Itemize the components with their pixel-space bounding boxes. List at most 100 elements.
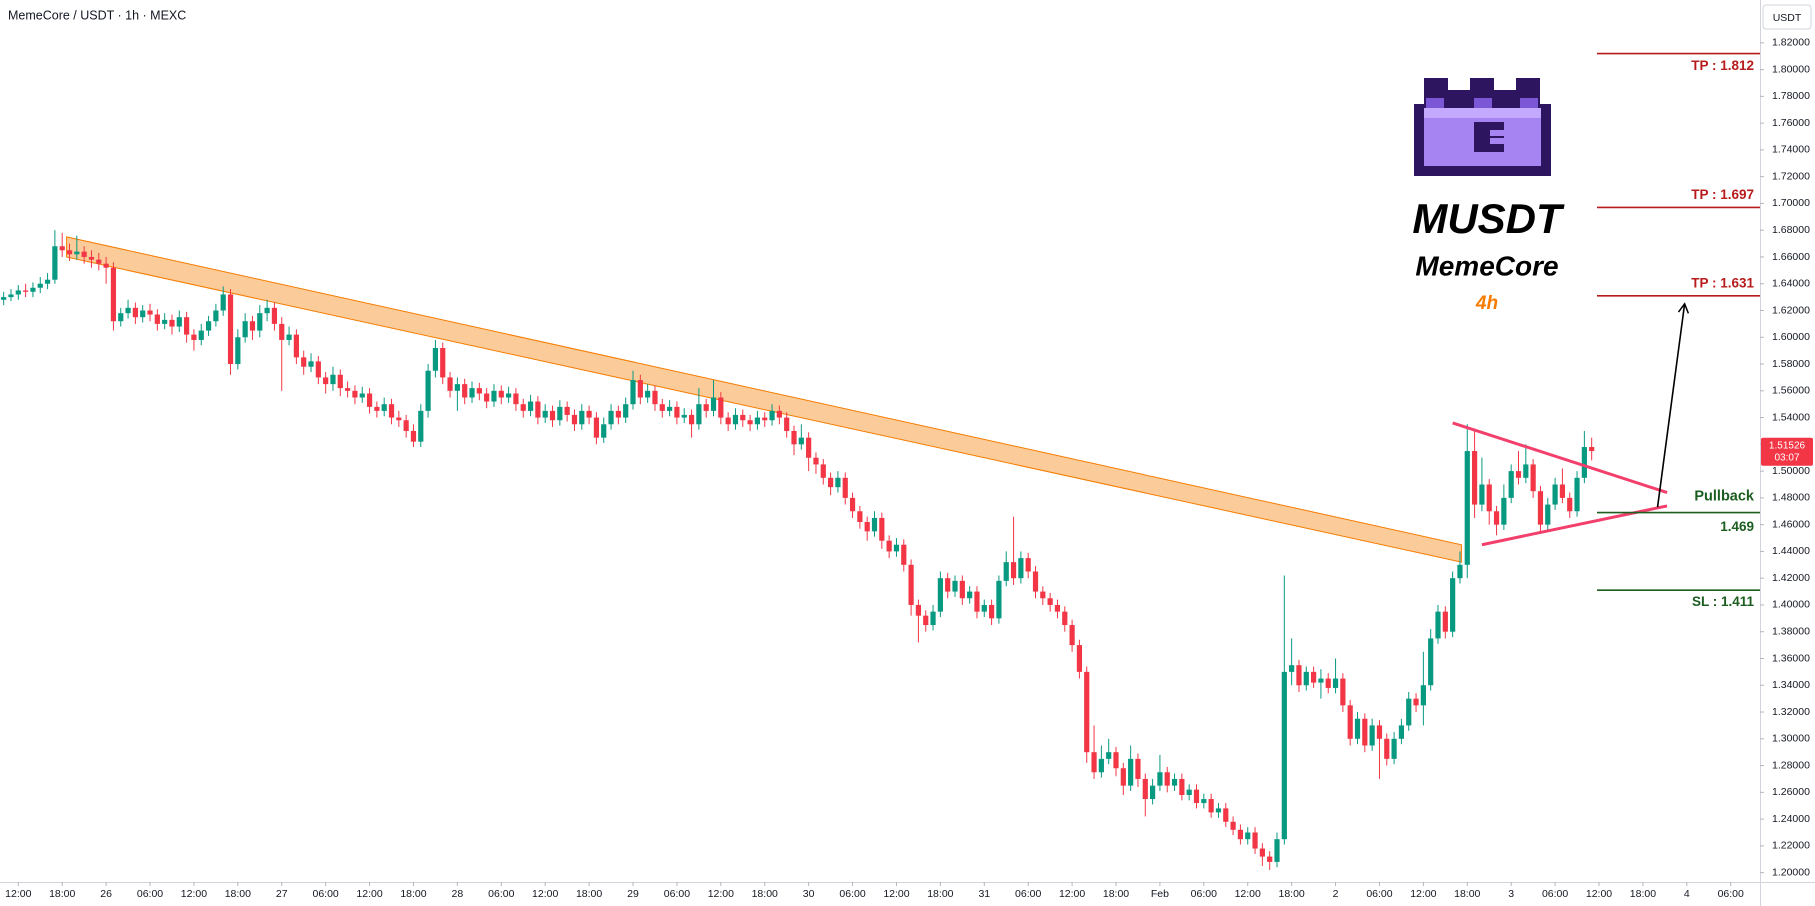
candle-body (1413, 698, 1419, 706)
candle-body (879, 517, 885, 541)
y-tick-label: 1.64000 (1772, 278, 1810, 290)
candle-body (1230, 821, 1236, 830)
candle-body (930, 611, 936, 626)
candle-body (1098, 758, 1104, 773)
candle-body (1464, 451, 1470, 565)
candle-body (1310, 671, 1317, 683)
y-tick-label: 1.66000 (1772, 251, 1810, 263)
candle-body (1508, 471, 1514, 498)
candle-body (257, 313, 263, 331)
x-tick-label: 18:00 (752, 888, 778, 900)
y-tick-label: 1.80000 (1772, 63, 1810, 75)
y-tick-label: 1.22000 (1772, 840, 1810, 852)
level-label: 1.469 (1720, 519, 1754, 534)
candle-body (564, 406, 570, 415)
candle-body (308, 361, 314, 367)
x-tick-label: 12:00 (532, 888, 558, 900)
y-tick-label: 1.78000 (1772, 90, 1810, 102)
candle-body (1010, 562, 1017, 579)
candle-body (454, 384, 460, 391)
candle-body (798, 437, 804, 445)
candle-body (718, 397, 724, 418)
pattern-line (1452, 421, 1668, 494)
candle-body (1332, 678, 1339, 688)
candle-body (1047, 598, 1053, 605)
candle-body (381, 404, 387, 411)
candle-body (264, 307, 270, 314)
candle-body (227, 294, 234, 365)
candle-body (1032, 571, 1039, 592)
candle-body (66, 250, 73, 255)
candle-body (30, 287, 36, 292)
x-tick-label: 31 (978, 888, 990, 900)
candle-body (410, 430, 417, 442)
x-tick-label: 06:00 (488, 888, 514, 900)
candle-body (959, 580, 965, 599)
level-label: TP : 1.697 (1691, 187, 1754, 202)
candle-body (740, 414, 746, 421)
candle-body (154, 314, 160, 324)
candle-body (937, 578, 943, 612)
level-label: TP : 1.631 (1691, 275, 1754, 290)
candle-body (323, 377, 329, 385)
y-tick-label: 1.30000 (1772, 733, 1810, 745)
candle-body (1471, 451, 1478, 505)
candle-body (696, 404, 702, 425)
candle-body (118, 313, 124, 322)
candle-body (1574, 477, 1580, 512)
candle-body (184, 317, 190, 335)
candle-body (1186, 789, 1192, 796)
candle-body (1406, 698, 1412, 726)
candle-body (8, 294, 14, 298)
candle-body (447, 377, 453, 391)
y-tick-label: 1.72000 (1772, 170, 1810, 182)
candle-body (1479, 484, 1485, 505)
candle-body (615, 410, 621, 418)
candle-body (1435, 611, 1441, 639)
candle-body (345, 388, 351, 391)
x-tick-label: 28 (452, 888, 464, 900)
candle-body (630, 380, 636, 405)
coin-name: MemeCore (1415, 250, 1558, 281)
candle-body (1347, 705, 1353, 739)
candle-body (162, 319, 168, 324)
candle-body (1062, 611, 1068, 626)
candle-body (1018, 558, 1024, 579)
candle-body (974, 591, 980, 612)
candle-body (440, 347, 446, 378)
candle-body (527, 401, 534, 411)
candle-body (1581, 447, 1587, 478)
price-tag (1761, 437, 1813, 466)
candle-body (132, 307, 138, 318)
x-tick-label: 12:00 (181, 888, 207, 900)
candle-body (754, 417, 761, 425)
candle-body (1237, 829, 1244, 840)
x-tick-label: 12:00 (1586, 888, 1612, 900)
logo (1414, 78, 1551, 176)
candle-body (286, 334, 292, 340)
x-tick-label: 12:00 (883, 888, 909, 900)
y-tick-label: 1.68000 (1772, 224, 1810, 236)
candle-body (1267, 856, 1273, 862)
candle-body (44, 279, 51, 284)
y-tick-label: 1.26000 (1772, 786, 1810, 798)
candle-body (659, 404, 665, 411)
candle-body (1245, 832, 1251, 840)
x-tick-label: 06:00 (1015, 888, 1041, 900)
candle-body (147, 310, 153, 315)
candle-body (1325, 678, 1331, 688)
candle-body (1135, 758, 1141, 779)
candle-body (1, 297, 7, 300)
candle-body (1340, 678, 1346, 706)
candle-body (908, 564, 914, 605)
unit-box (1762, 4, 1812, 30)
x-tick-label: 29 (627, 888, 639, 900)
candle-body (1208, 799, 1214, 813)
candle-body (279, 323, 285, 340)
candle-body (1442, 611, 1448, 632)
candle-body (776, 410, 782, 418)
candle-body (981, 604, 987, 612)
header-title: MemeCore / USDT · 1h · MEXC (8, 8, 186, 22)
candle-body (1157, 772, 1163, 786)
candle-body (37, 283, 43, 288)
